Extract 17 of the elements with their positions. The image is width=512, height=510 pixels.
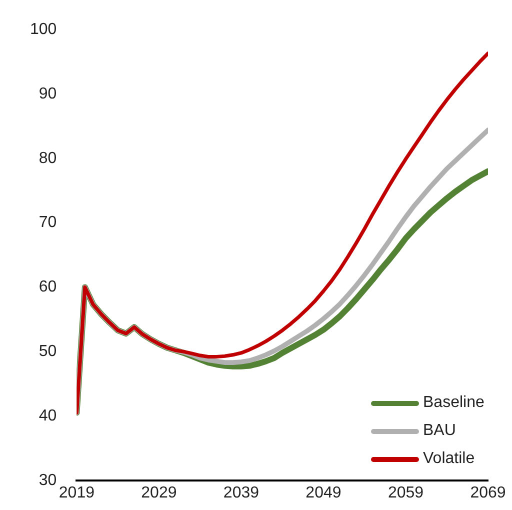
x-tick-label: 2059	[388, 484, 424, 502]
y-tick-label: 40	[38, 407, 57, 424]
y-tick-label: 30	[38, 472, 57, 489]
y-tick-label: 60	[38, 278, 57, 296]
legend-label: Volatile	[423, 450, 475, 468]
y-tick-label: 100	[30, 21, 57, 38]
y-tick-label: 50	[38, 343, 57, 360]
x-tick-label: 2039	[223, 484, 260, 502]
x-tick-label: 2069	[470, 484, 506, 502]
legend-label: Baseline	[423, 394, 484, 412]
x-tick-label: 2029	[141, 484, 177, 502]
y-tick-label: 90	[38, 85, 57, 102]
x-tick-label: 2019	[58, 484, 95, 502]
y-tick-label: 70	[38, 214, 57, 232]
y-tick-label: 80	[38, 150, 57, 167]
legend-label: BAU	[423, 422, 456, 440]
x-tick-label: 2049	[306, 484, 342, 502]
